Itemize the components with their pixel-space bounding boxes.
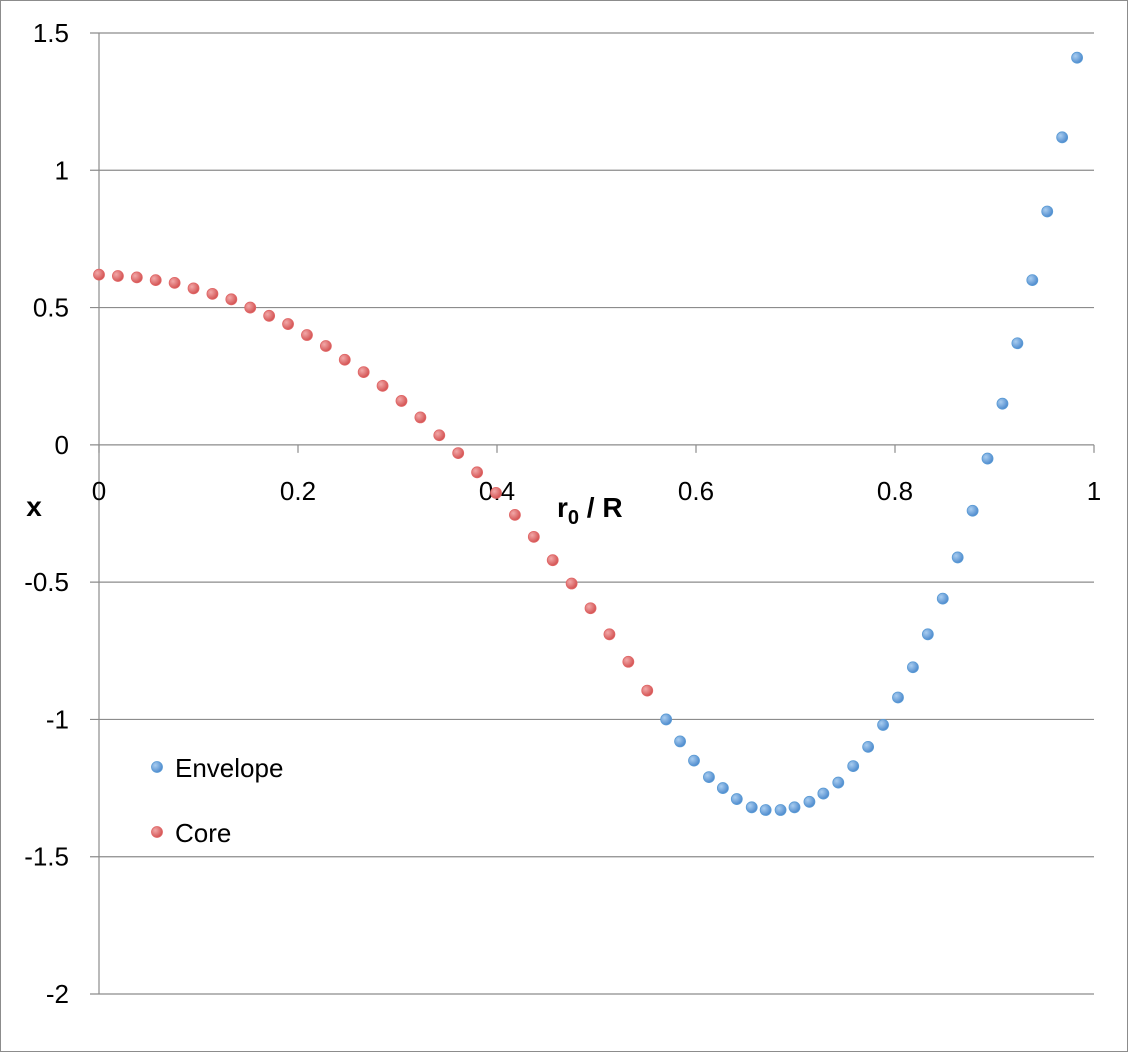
data-point	[187, 282, 200, 295]
data-point	[490, 487, 502, 499]
data-point	[716, 782, 729, 794]
data-point	[565, 577, 578, 590]
data-point	[357, 366, 370, 378]
x-axis-title-sub: 0	[568, 507, 579, 529]
data-point	[622, 655, 635, 668]
x-tick-label: 1	[1087, 476, 1101, 506]
data-point	[803, 795, 816, 808]
legend-marker	[151, 761, 163, 773]
data-point	[745, 801, 758, 814]
data-point	[774, 804, 787, 816]
data-point	[688, 754, 700, 767]
data-point	[788, 801, 801, 814]
data-point	[832, 776, 845, 789]
legend-label: Envelope	[175, 753, 283, 783]
data-point	[149, 274, 162, 287]
data-point	[674, 735, 686, 748]
legend-label: Core	[175, 818, 231, 848]
data-point	[527, 530, 540, 543]
series-core	[93, 268, 654, 697]
data-point	[1041, 205, 1054, 218]
data-point	[921, 628, 934, 641]
data-point	[759, 804, 772, 816]
data-point	[225, 293, 238, 306]
data-point	[603, 628, 616, 641]
data-point	[936, 592, 949, 605]
data-point	[395, 395, 408, 407]
data-point	[1011, 337, 1024, 350]
data-point	[1071, 51, 1083, 64]
data-point	[433, 429, 446, 442]
y-tick-label: 0	[55, 430, 69, 460]
data-point	[130, 271, 143, 284]
y-axis-title: x	[26, 491, 42, 522]
data-point	[338, 353, 351, 366]
y-tick-label: -2	[46, 979, 69, 1009]
data-point	[206, 287, 219, 300]
x-axis-title-rest: / R	[579, 492, 623, 523]
y-tick-label: 1.5	[33, 18, 69, 48]
data-point	[981, 452, 994, 465]
data-point	[414, 411, 427, 424]
data-point	[319, 340, 332, 352]
data-point	[509, 508, 521, 521]
data-point	[996, 397, 1009, 410]
data-point	[907, 661, 919, 674]
y-tick-label: -1.5	[24, 842, 69, 872]
data-point	[703, 771, 715, 783]
data-point	[168, 276, 181, 289]
data-point	[244, 301, 257, 314]
series-envelope	[660, 51, 1083, 816]
data-point	[1056, 131, 1069, 144]
data-point	[301, 329, 313, 341]
data-point	[966, 504, 979, 517]
y-tick-label: 0.5	[33, 293, 69, 323]
y-tick-label: 1	[55, 155, 69, 185]
data-point	[817, 787, 830, 800]
data-point	[471, 466, 484, 479]
data-point	[951, 551, 964, 564]
data-point	[263, 309, 276, 322]
data-point	[376, 379, 389, 392]
x-tick-label: 0	[92, 476, 106, 506]
x-tick-label: 0.8	[877, 476, 913, 506]
y-tick-label: -1	[46, 704, 69, 734]
x-axis-title-main: r	[557, 492, 568, 523]
data-point	[452, 447, 465, 459]
data-point	[641, 684, 654, 697]
y-tick-label: -0.5	[24, 567, 69, 597]
data-point	[112, 270, 124, 282]
legend: Envelope Core	[151, 753, 283, 848]
data-point	[847, 760, 860, 773]
data-point	[877, 719, 889, 731]
x-tick-label: 0.2	[280, 476, 316, 506]
legend-marker	[151, 826, 163, 838]
data-point	[1026, 274, 1039, 287]
data-point	[93, 268, 105, 281]
x-tick-label: 0.6	[678, 476, 714, 506]
x-axis-title: r0 / R	[557, 492, 623, 529]
data-point	[584, 602, 597, 615]
data-point	[892, 691, 904, 704]
data-point	[730, 793, 743, 805]
data-point	[282, 318, 294, 330]
data-point	[660, 713, 673, 726]
data-point	[546, 554, 559, 567]
data-point	[862, 740, 875, 753]
